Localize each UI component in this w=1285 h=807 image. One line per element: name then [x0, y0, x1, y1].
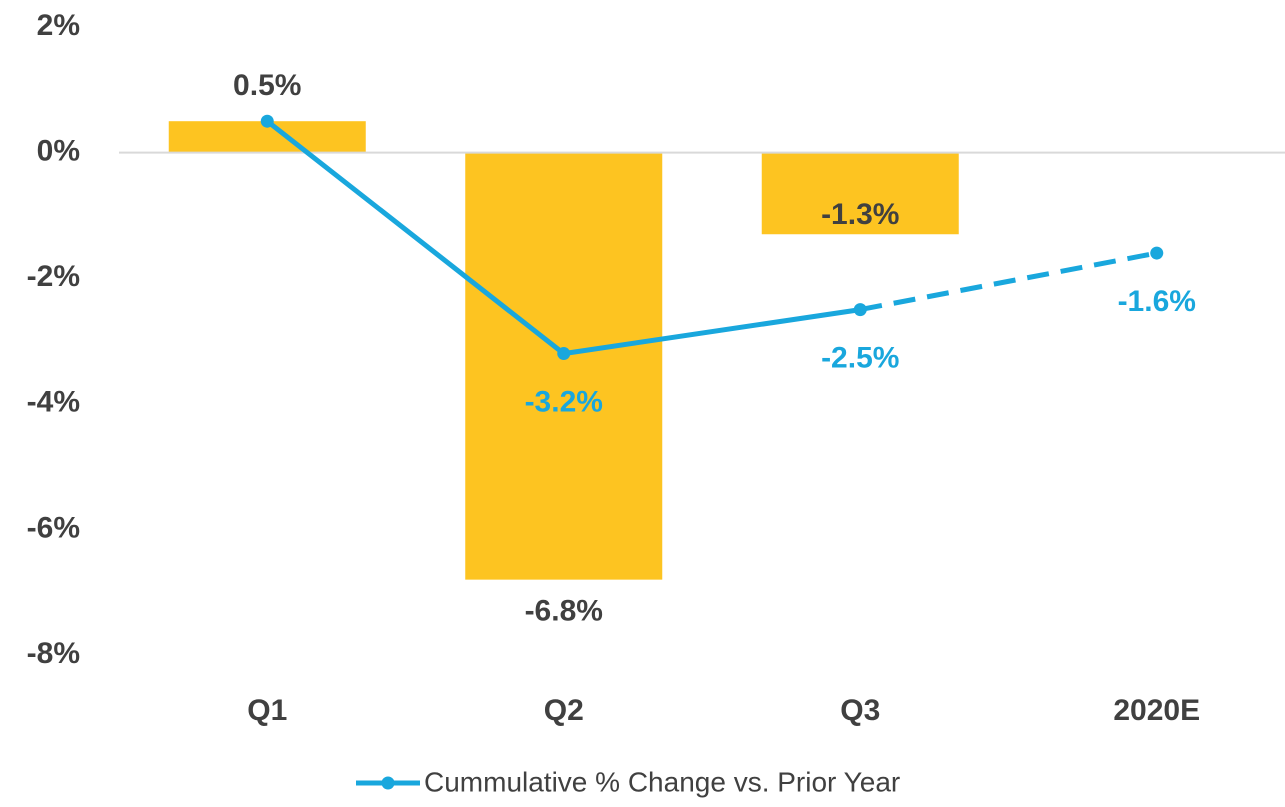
bar-value-label: -6.8%: [525, 595, 603, 628]
bar-value-label: 0.5%: [233, 69, 301, 102]
line-marker: [853, 303, 867, 317]
bar: [761, 152, 959, 235]
x-tick-label: Q3: [840, 694, 880, 727]
line-marker: [1150, 246, 1164, 260]
legend-marker: [381, 776, 395, 790]
bar: [465, 152, 663, 580]
y-tick-label: -4%: [27, 386, 80, 419]
x-tick-label: Q2: [544, 694, 584, 727]
line-value-label: -1.6%: [1118, 285, 1196, 318]
x-tick-label: Q1: [247, 694, 287, 727]
x-tick-label: 2020E: [1113, 694, 1200, 727]
line-value-label: -3.2%: [525, 385, 603, 418]
legend-label: Cummulative % Change vs. Prior Year: [424, 766, 900, 797]
line-marker: [557, 347, 571, 361]
bar-value-label: -1.3%: [821, 198, 899, 231]
y-tick-label: -2%: [27, 260, 80, 293]
line-dashed: [859, 250, 1158, 313]
y-tick-label: 2%: [37, 9, 80, 42]
line-marker: [260, 114, 274, 128]
y-tick-label: -8%: [27, 637, 80, 670]
y-tick-label: 0%: [37, 135, 80, 168]
y-tick-label: -6%: [27, 511, 80, 544]
line-value-label: -2.5%: [821, 342, 899, 375]
